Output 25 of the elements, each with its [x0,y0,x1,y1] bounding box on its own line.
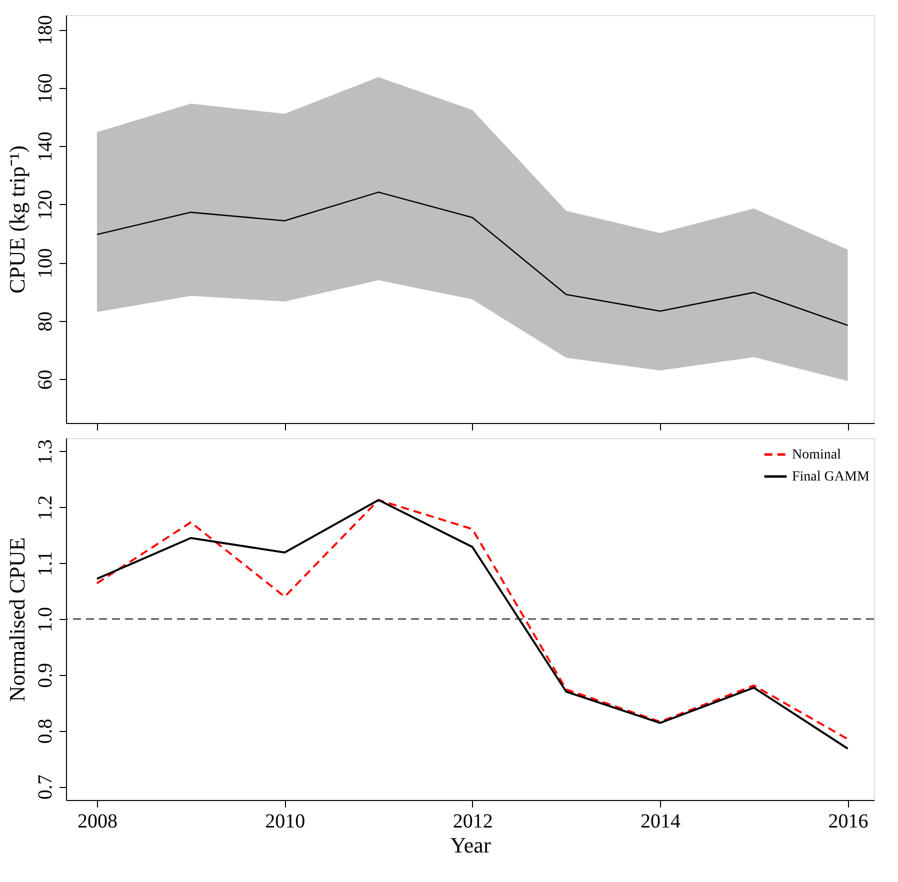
y-tick-label: 0.7 [34,774,56,800]
y-axis-title: Normalised CPUE [4,537,30,702]
legend-label: Nominal [792,448,842,462]
y-tick-label: 80 [34,312,56,332]
x-tick-label: 2014 [640,810,681,832]
legend-label: Final GAMM [792,470,870,484]
y-tick-label: 100 [34,248,56,278]
y-tick-label: 1.1 [34,551,56,576]
x-tick-label: 2016 [828,810,868,832]
y-tick-label: 0.9 [34,662,56,688]
x-tick-label: 2012 [452,810,493,832]
x-tick-label: 2008 [77,810,118,832]
y-tick-label: 60 [34,370,56,390]
y-tick-label: 1.0 [34,607,56,632]
y-tick-label: 0.8 [34,718,56,744]
x-axis-title: Year [450,832,492,858]
y-tick-label: 120 [34,190,56,220]
line-series [96,192,848,326]
y-tick-label: 1.2 [34,495,56,520]
x-tick-label: 2010 [265,810,306,832]
y-tick-label: 1.3 [34,439,56,464]
y-tick-label: 180 [34,15,56,46]
y-tick-label: 160 [34,73,56,104]
y-axis-title: CPUE (kg trip⁻¹) [4,145,30,294]
y-tick-label: 140 [34,132,56,162]
